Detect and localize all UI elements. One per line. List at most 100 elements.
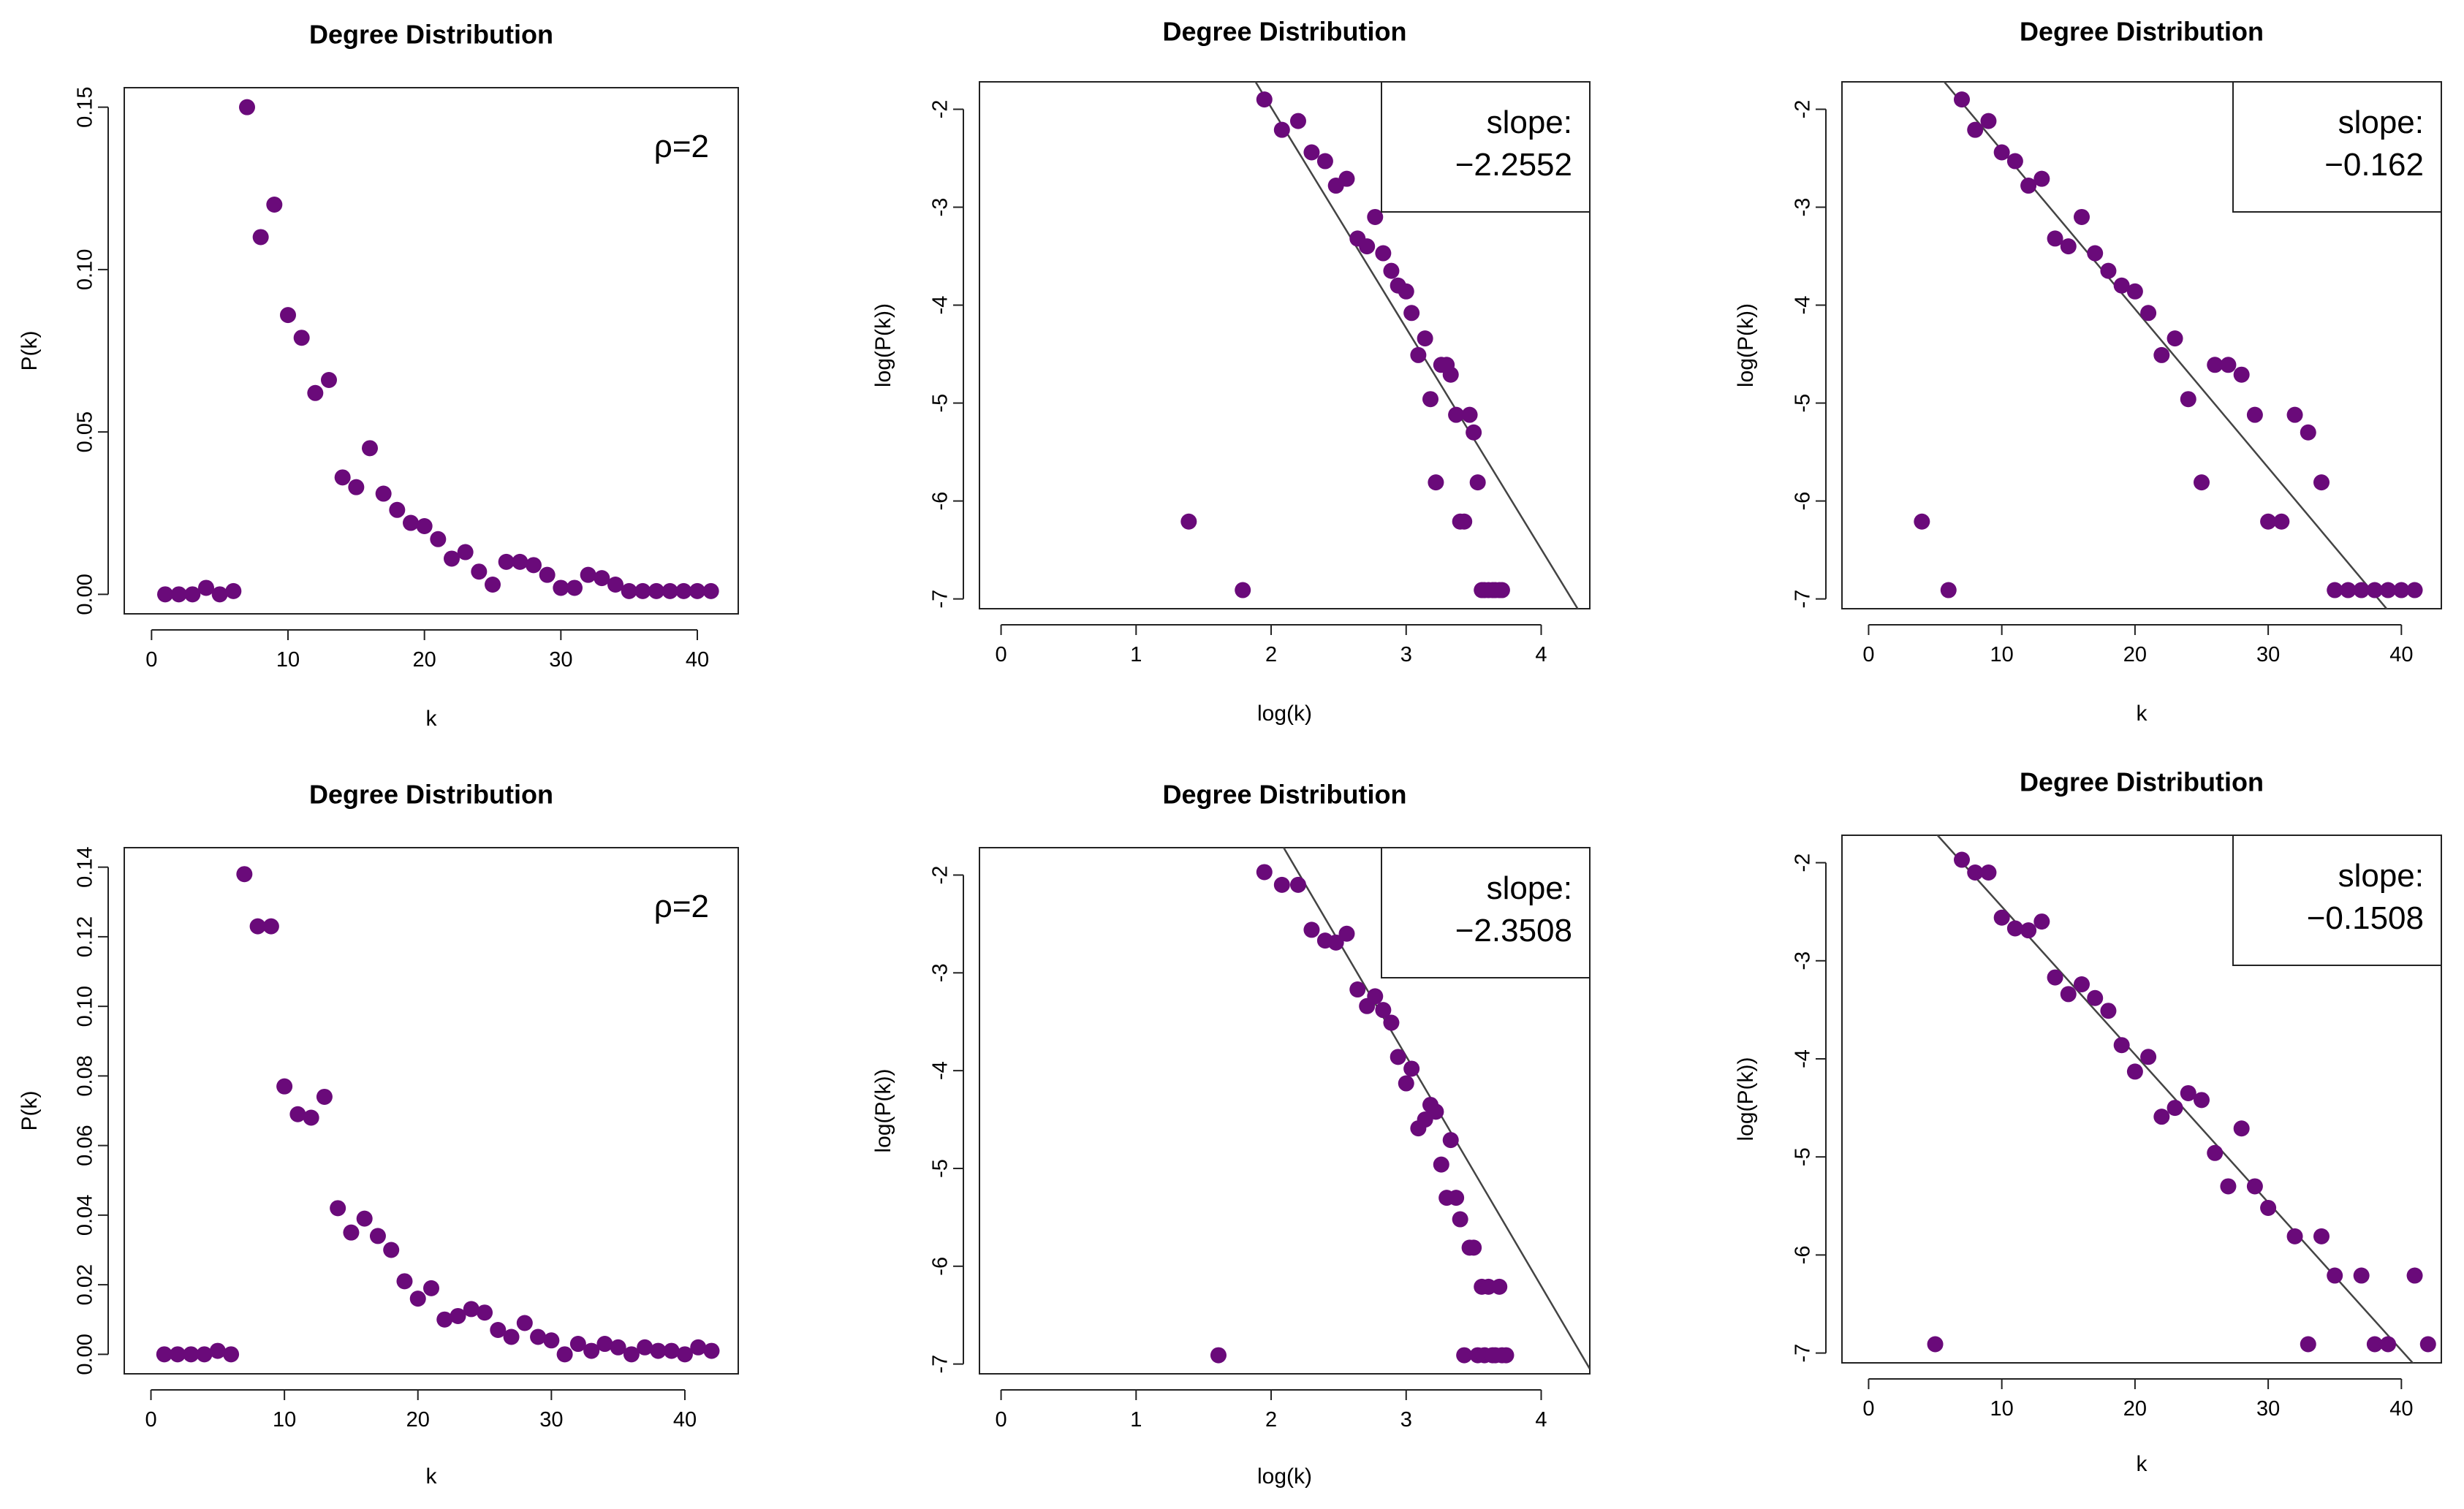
- data-point: [2406, 582, 2423, 598]
- data-point: [2047, 230, 2063, 247]
- data-point: [1403, 305, 1420, 322]
- data-point: [566, 579, 583, 596]
- data-point: [436, 1311, 453, 1328]
- x-tick-label: 10: [1990, 643, 2014, 666]
- y-tick-label: 0.10: [74, 249, 97, 290]
- data-point: [2380, 582, 2397, 598]
- data-point: [594, 570, 610, 587]
- y-tick-label: -2: [929, 100, 952, 119]
- y-tick-label: -4: [929, 296, 952, 315]
- data-point: [610, 1339, 626, 1356]
- data-point: [607, 577, 623, 593]
- data-point: [2366, 1336, 2383, 1353]
- data-point: [512, 553, 528, 570]
- data-point: [1940, 582, 1957, 598]
- data-point: [2126, 1063, 2143, 1080]
- data-point: [2260, 513, 2277, 530]
- data-point: [2353, 1267, 2370, 1284]
- data-point: [396, 1273, 413, 1290]
- data-point: [2140, 1049, 2157, 1065]
- data-point: [1303, 921, 1320, 938]
- data-point: [321, 372, 337, 388]
- x-tick-label: 1: [1130, 643, 1142, 666]
- plot-frame: [979, 81, 1591, 609]
- data-point: [252, 229, 269, 246]
- y-axis-label: log(P(k)): [871, 1068, 895, 1152]
- data-point: [2406, 1267, 2423, 1284]
- data-point: [1461, 406, 1478, 423]
- y-tick-label: -2: [1792, 100, 1815, 119]
- data-point: [583, 1342, 600, 1359]
- data-point: [2286, 1228, 2303, 1244]
- rho-annotation: ρ=2: [654, 889, 709, 924]
- data-point: [293, 330, 310, 346]
- data-point: [369, 1228, 386, 1244]
- data-point: [2113, 277, 2130, 294]
- data-point: [2327, 1267, 2343, 1284]
- data-point: [303, 1109, 319, 1126]
- data-point: [648, 582, 664, 599]
- data-point: [2060, 238, 2077, 255]
- data-point: [2126, 283, 2143, 300]
- data-point: [1442, 366, 1459, 383]
- x-tick-label: 4: [1535, 643, 1547, 666]
- data-point: [1448, 1190, 1465, 1206]
- y-tick-label: 0.10: [74, 986, 97, 1027]
- y-axis-label: log(P(k)): [1734, 303, 1758, 387]
- y-tick-label: -3: [929, 963, 952, 982]
- x-tick-label: 20: [413, 648, 436, 672]
- data-point: [1466, 1239, 1482, 1256]
- y-tick-label: 0.00: [74, 1334, 97, 1375]
- data-point: [2020, 178, 2037, 194]
- data-point: [416, 518, 433, 534]
- data-point: [348, 479, 365, 495]
- data-point: [463, 1301, 479, 1318]
- data-point: [262, 918, 279, 935]
- data-point: [316, 1088, 333, 1105]
- x-tick-label: 10: [276, 648, 300, 672]
- data-point: [1967, 864, 1984, 881]
- data-point: [553, 579, 569, 596]
- panel-5: Degree Distribution 0 1 2 3 4 -2 -3 -4 -5 -6 -7 log(…: [871, 780, 1591, 1489]
- data-point: [2233, 1120, 2250, 1137]
- x-tick-label: 40: [2389, 643, 2413, 666]
- data-point: [266, 197, 283, 213]
- data-point: [703, 1342, 720, 1359]
- data-point: [1954, 91, 1970, 108]
- x-tick-label: 2: [1265, 643, 1277, 666]
- data-point: [383, 1242, 400, 1258]
- y-axis-label: P(k): [18, 331, 42, 371]
- y-tick-label: 0.06: [74, 1125, 97, 1166]
- data-point: [663, 1342, 680, 1359]
- x-tick-label: 10: [1990, 1397, 2014, 1421]
- data-point: [1422, 391, 1439, 408]
- data-point: [170, 1346, 186, 1363]
- y-tick-label: -4: [1792, 1049, 1815, 1068]
- data-point: [1967, 121, 1984, 138]
- data-point: [362, 440, 378, 457]
- data-point: [1466, 424, 1482, 441]
- y-tick-label: -5: [1792, 394, 1815, 413]
- data-point: [485, 577, 501, 593]
- data-point: [307, 384, 324, 401]
- data-point: [690, 1339, 707, 1356]
- panel-2: Degree Distribution 0 1 2 3 4 -2 -3 -4 -5 -6 -7 log(…: [871, 17, 1591, 726]
- x-tick-label: 1: [1130, 1408, 1142, 1432]
- data-point: [170, 586, 187, 603]
- plot-frame: [124, 87, 739, 615]
- data-point: [2220, 1178, 2237, 1195]
- data-point: [249, 918, 266, 935]
- data-point: [2153, 346, 2170, 363]
- data-point: [183, 1346, 200, 1363]
- y-tick-label: -6: [1792, 1245, 1815, 1264]
- data-point: [2167, 1100, 2183, 1117]
- y-tick-label: 0.04: [74, 1195, 97, 1236]
- data-point: [1469, 474, 1486, 491]
- x-tick-label: 0: [145, 1408, 156, 1432]
- data-point: [1338, 170, 1355, 187]
- y-tick-label: -6: [929, 1257, 952, 1276]
- data-point: [2140, 305, 2157, 322]
- data-point: [2087, 245, 2104, 262]
- data-point: [209, 1342, 226, 1359]
- data-point: [1256, 864, 1273, 881]
